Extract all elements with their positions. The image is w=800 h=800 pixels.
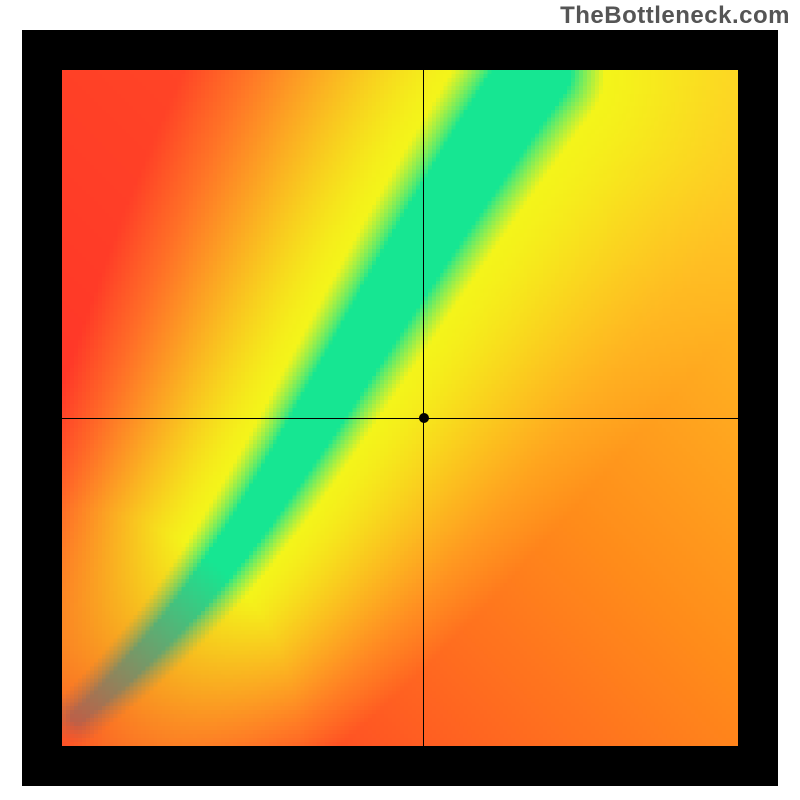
crosshair-horizontal (62, 418, 738, 419)
chart-container: TheBottleneck.com (0, 0, 800, 800)
crosshair-vertical (423, 70, 424, 746)
crosshair-marker (419, 413, 429, 423)
watermark-text: TheBottleneck.com (560, 2, 790, 30)
heatmap (62, 70, 738, 746)
